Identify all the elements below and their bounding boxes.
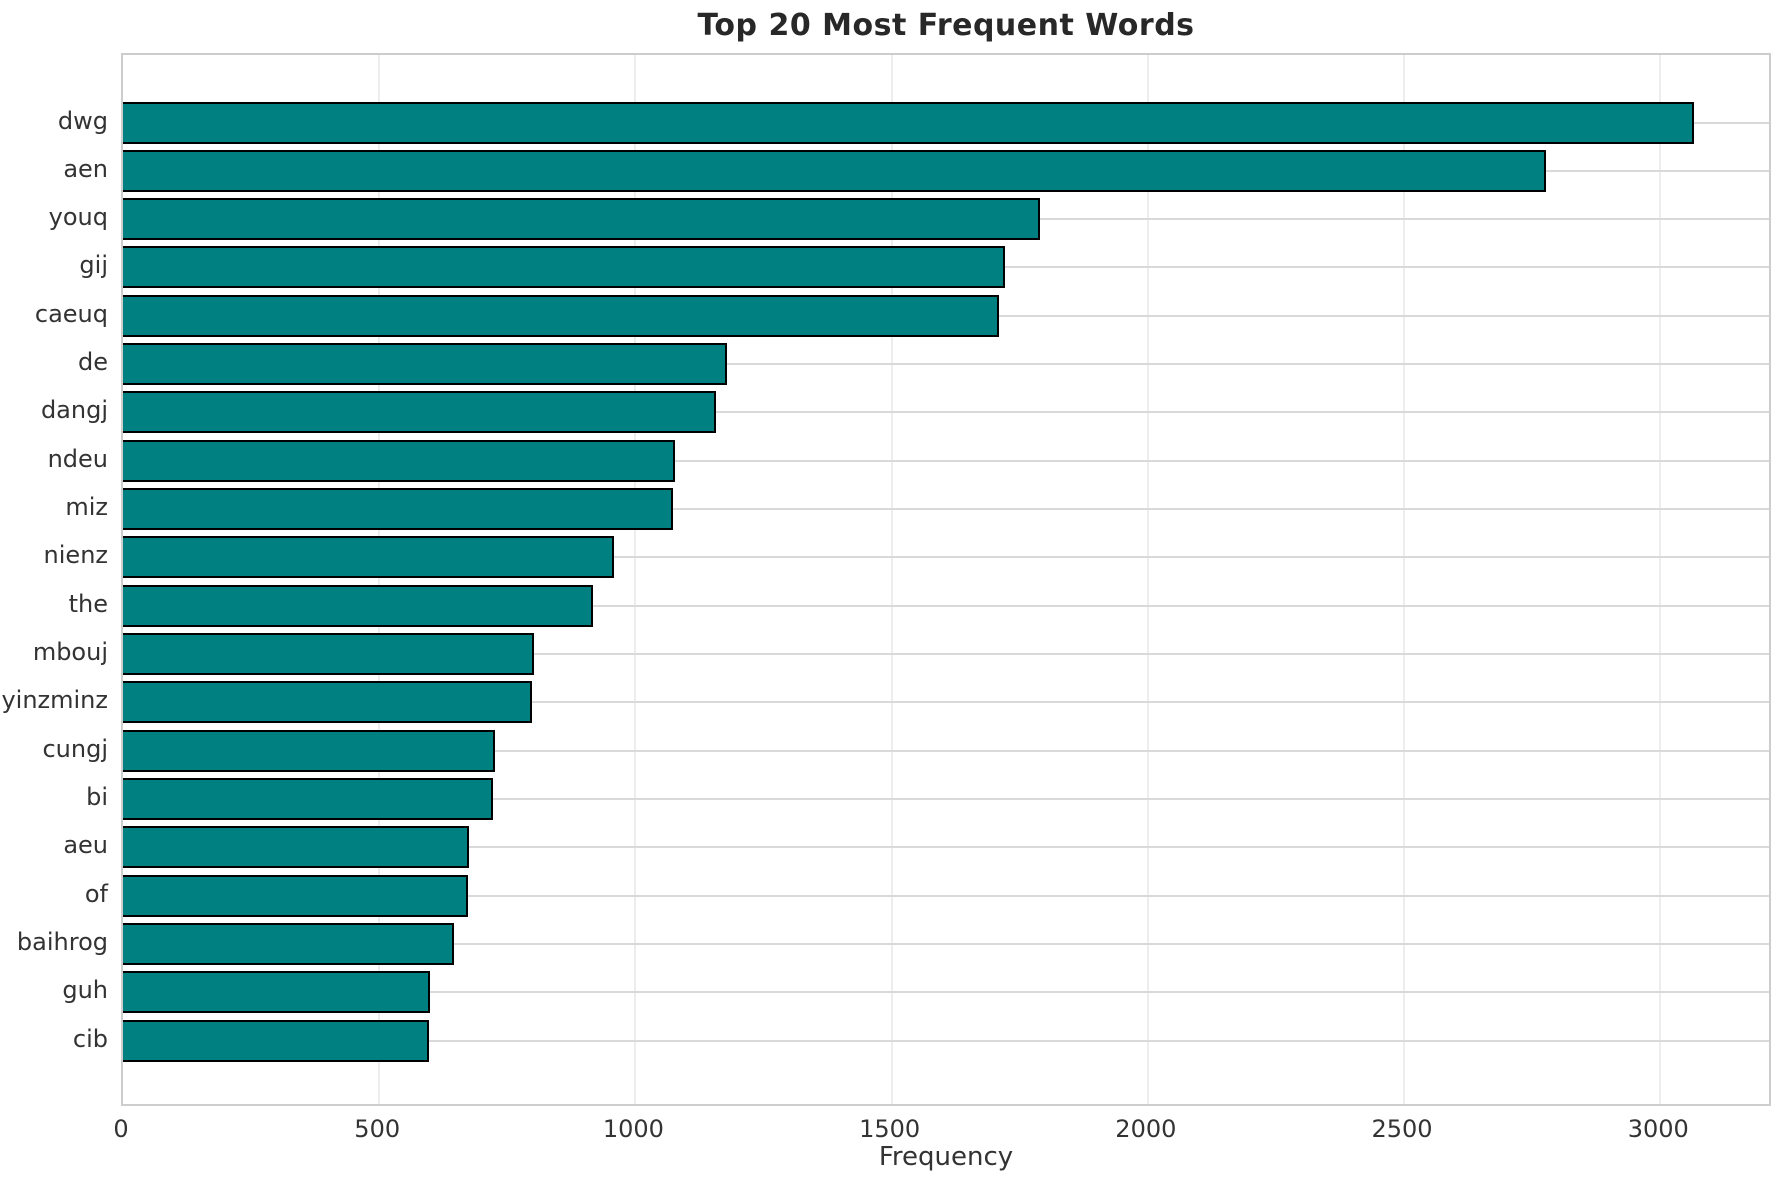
plot-area <box>121 53 1771 1106</box>
y-tick-label: dwg <box>57 106 108 135</box>
bar <box>123 826 469 869</box>
gridline-horizontal <box>123 411 1769 414</box>
gridline-horizontal <box>123 797 1769 800</box>
bar <box>123 729 495 772</box>
y-tick-label: de <box>78 348 108 377</box>
y-tick-label: gij <box>79 251 108 280</box>
bar <box>123 536 614 579</box>
gridline-vertical <box>378 55 381 1104</box>
gridline-horizontal <box>123 459 1769 462</box>
bar <box>123 101 1694 144</box>
bar <box>123 246 1005 289</box>
gridline-horizontal <box>123 894 1769 897</box>
gridline-vertical <box>1659 55 1662 1104</box>
y-tick-label: guh <box>62 976 108 1005</box>
y-tick-label: mbouj <box>32 638 108 667</box>
bar <box>123 439 675 482</box>
gridline-horizontal <box>123 749 1769 752</box>
y-tick-label: yinzminz <box>1 686 108 715</box>
gridline-vertical <box>1146 55 1149 1104</box>
chart-title: Top 20 Most Frequent Words <box>697 8 1195 43</box>
y-tick-label: miz <box>65 493 108 522</box>
gridline-horizontal <box>123 701 1769 704</box>
bar <box>123 343 727 386</box>
y-tick-label: cib <box>72 1024 108 1053</box>
y-tick-label: youq <box>48 203 108 232</box>
bar <box>123 1019 429 1062</box>
gridline-horizontal <box>123 556 1769 559</box>
bar <box>123 681 532 724</box>
y-tick-label: baihrog <box>16 927 108 956</box>
y-tick-label: bi <box>86 782 108 811</box>
x-tick-label: 500 <box>354 1115 401 1143</box>
bar <box>123 777 493 820</box>
y-tick-label: dangj <box>40 396 108 425</box>
x-axis-title: Frequency <box>878 1142 1014 1172</box>
bar <box>123 922 454 965</box>
bar <box>123 971 430 1014</box>
bar <box>123 391 716 434</box>
bar <box>123 488 673 531</box>
bar <box>123 584 593 627</box>
gridline-horizontal <box>123 942 1769 945</box>
gridline-horizontal <box>123 1039 1769 1042</box>
gridline-horizontal <box>123 508 1769 511</box>
gridline-vertical <box>890 55 893 1104</box>
x-tick-label: 1500 <box>859 1115 921 1143</box>
gridline-horizontal <box>123 363 1769 366</box>
y-tick-label: of <box>84 879 108 908</box>
gridline-horizontal <box>123 604 1769 607</box>
bar <box>123 149 1546 192</box>
y-tick-label: aen <box>63 154 108 183</box>
gridline-horizontal <box>123 846 1769 849</box>
gridline-vertical <box>1403 55 1406 1104</box>
y-tick-label: caeuq <box>34 299 108 328</box>
y-tick-label: nienz <box>43 541 108 570</box>
x-tick-label: 2000 <box>1115 1115 1177 1143</box>
gridline-horizontal <box>123 991 1769 994</box>
y-tick-label: aeu <box>63 831 108 860</box>
x-tick-label: 0 <box>113 1115 129 1143</box>
gridline-horizontal <box>123 653 1769 656</box>
y-tick-label: ndeu <box>47 444 108 473</box>
x-tick-label: 2500 <box>1371 1115 1433 1143</box>
bar <box>123 633 534 676</box>
y-tick-label: cungj <box>42 734 108 763</box>
bar <box>123 198 1040 241</box>
y-tick-label: the <box>68 589 108 618</box>
gridline-vertical <box>634 55 637 1104</box>
x-tick-label: 3000 <box>1627 1115 1689 1143</box>
x-tick-label: 1000 <box>602 1115 664 1143</box>
bar <box>123 294 999 337</box>
bar <box>123 874 468 917</box>
